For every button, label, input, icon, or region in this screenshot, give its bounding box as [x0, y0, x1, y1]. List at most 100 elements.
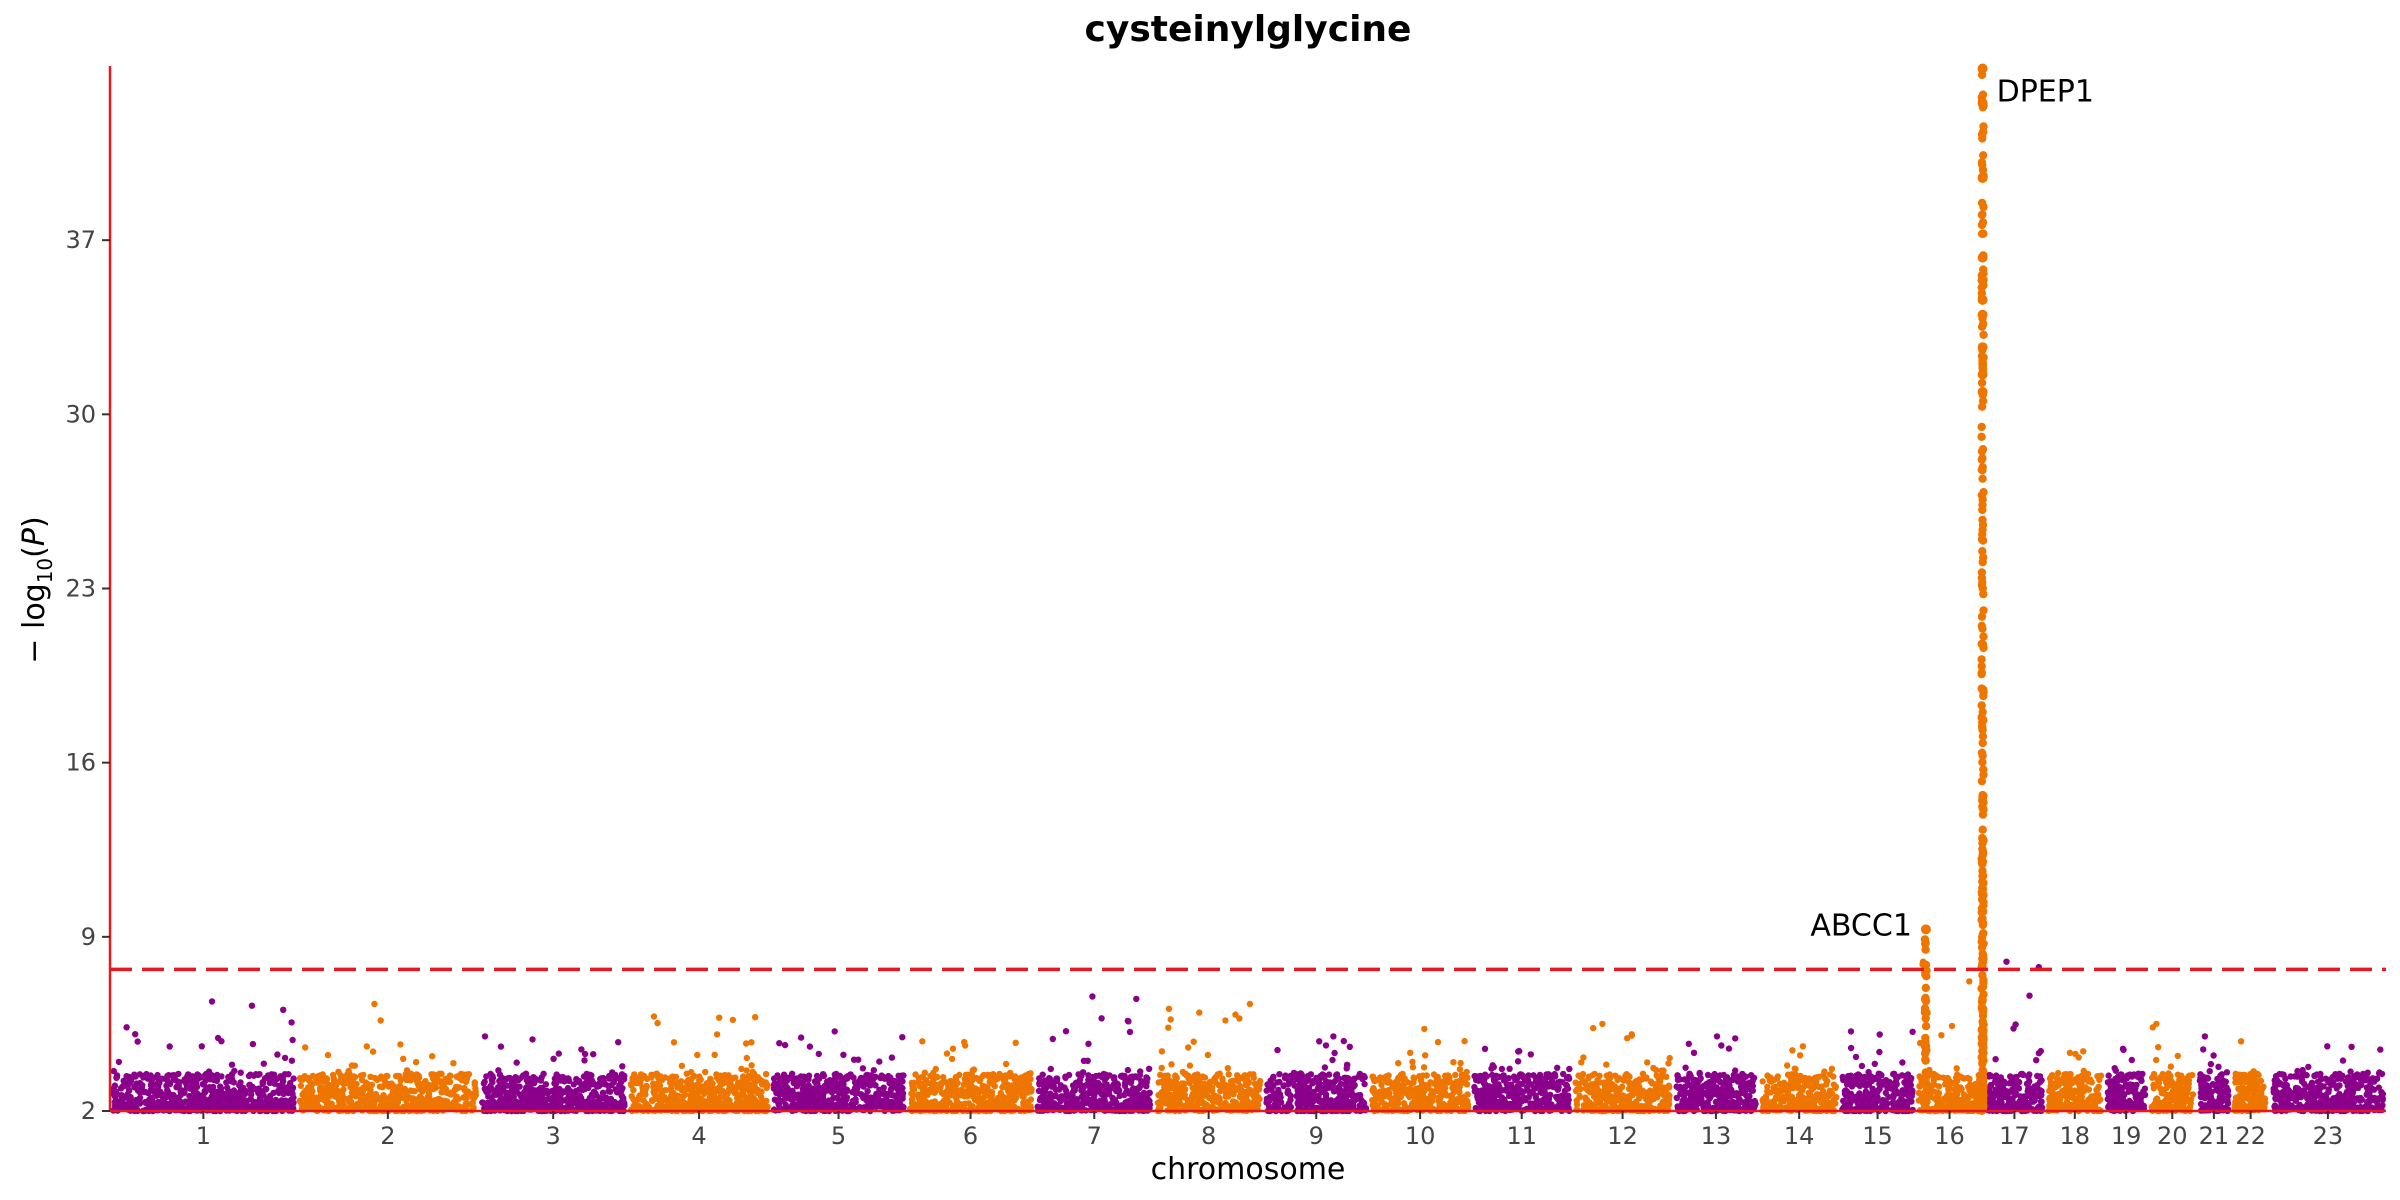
- snp-point: [320, 1089, 328, 1096]
- snp-point: [540, 1070, 547, 1078]
- snp-point: [1373, 1102, 1381, 1110]
- snp-point: [1506, 1065, 1513, 1073]
- snp-point: [432, 1097, 440, 1104]
- snp-point: [1386, 1089, 1393, 1097]
- snp-point: [1236, 1015, 1243, 1022]
- snp-point: [416, 1093, 424, 1100]
- snp-point: [1146, 1090, 1153, 1097]
- snp-point: [472, 1091, 479, 1099]
- snp-point: [608, 1082, 615, 1089]
- snp-point: [1377, 1088, 1384, 1095]
- snp-point: [930, 1074, 937, 1082]
- snp-point: [415, 1072, 422, 1080]
- snp-point: [1144, 1075, 1151, 1082]
- snp-point: [815, 1050, 822, 1058]
- snp-point: [1062, 1028, 1070, 1035]
- snp-point: [214, 1071, 221, 1079]
- snp-point: [618, 1087, 625, 1095]
- snp-point: [711, 1051, 718, 1059]
- snp-point: [1434, 1038, 1442, 1046]
- snp-point: [919, 1038, 926, 1045]
- snp-point: [1036, 1075, 1043, 1082]
- snp-point: [1507, 1084, 1515, 1091]
- snp-point: [1437, 1087, 1445, 1095]
- snp-point: [208, 1092, 216, 1100]
- chromosome-7-points: [1034, 993, 1154, 1115]
- snp-point: [1344, 1061, 1351, 1069]
- snp-point: [301, 1092, 308, 1099]
- snp-point: [510, 1093, 517, 1100]
- snp-point: [1525, 1094, 1533, 1101]
- snp-point: [1346, 1043, 1354, 1051]
- snp-point: [514, 1083, 522, 1090]
- snp-point: [380, 1102, 387, 1110]
- snp-point: [552, 1085, 560, 1092]
- snp-point: [702, 1098, 709, 1105]
- snp-point: [1461, 1037, 1468, 1045]
- snp-point: [1079, 1069, 1087, 1076]
- snp-point: [837, 1082, 844, 1090]
- snp-point: [217, 1088, 225, 1096]
- snp-point: [1062, 1074, 1069, 1082]
- snp-point: [246, 1081, 254, 1089]
- snp-point: [1146, 1101, 1154, 1108]
- snp-point: [824, 1082, 831, 1090]
- snp-point: [588, 1099, 595, 1106]
- snp-point: [1299, 1074, 1306, 1081]
- snp-point: [281, 1054, 289, 1062]
- snp-point: [935, 1103, 942, 1111]
- snp-point: [1288, 1075, 1295, 1082]
- snp-point: [1275, 1086, 1282, 1094]
- snp-point: [324, 1051, 332, 1059]
- snp-point: [929, 1082, 936, 1089]
- snp-point: [289, 1085, 296, 1093]
- snp-point: [290, 1075, 297, 1082]
- snp-point: [890, 1092, 897, 1099]
- snp-point: [330, 1079, 338, 1086]
- snp-point: [654, 1019, 661, 1027]
- snp-point: [183, 1084, 191, 1091]
- snp-point: [376, 1075, 383, 1082]
- snp-point: [1295, 1090, 1302, 1097]
- snp-point: [943, 1050, 951, 1057]
- snp-point: [1429, 1093, 1437, 1100]
- snp-point: [274, 1051, 281, 1058]
- snp-point: [825, 1102, 832, 1110]
- snp-point: [498, 1082, 505, 1089]
- snp-point: [1080, 1088, 1087, 1096]
- snp-point: [266, 1079, 273, 1087]
- snp-point: [260, 1060, 267, 1067]
- snp-point: [324, 1082, 331, 1089]
- snp-point: [427, 1104, 435, 1111]
- snp-point: [1165, 1080, 1172, 1087]
- snp-point: [389, 1088, 397, 1095]
- snp-point: [308, 1079, 315, 1087]
- snp-point: [841, 1101, 849, 1109]
- snp-point: [242, 1087, 249, 1095]
- snp-point: [429, 1053, 436, 1060]
- snp-point: [1443, 1103, 1450, 1110]
- chromosome-2-points: [296, 1000, 479, 1115]
- snp-point: [249, 1086, 256, 1094]
- snp-point: [1253, 1085, 1260, 1093]
- snp-point: [396, 1083, 403, 1090]
- snp-point: [575, 1093, 582, 1101]
- snp-point: [1196, 1009, 1203, 1016]
- snp-point: [1321, 1064, 1329, 1071]
- snp-point: [508, 1077, 515, 1084]
- snp-point: [909, 1092, 917, 1099]
- snp-point: [1426, 1101, 1434, 1108]
- snp-point: [833, 1070, 840, 1078]
- snp-point: [994, 1075, 1001, 1082]
- snp-point: [1442, 1072, 1449, 1079]
- snp-point: [1101, 1076, 1108, 1083]
- snp-point: [345, 1076, 352, 1083]
- snp-point: [1162, 1074, 1169, 1081]
- snp-point: [1321, 1072, 1328, 1079]
- snp-point: [551, 1075, 559, 1082]
- snp-point: [1167, 1104, 1175, 1111]
- snp-point: [1514, 1058, 1522, 1065]
- snp-point: [305, 1088, 312, 1096]
- snp-point: [489, 1074, 497, 1082]
- snp-point: [643, 1082, 650, 1090]
